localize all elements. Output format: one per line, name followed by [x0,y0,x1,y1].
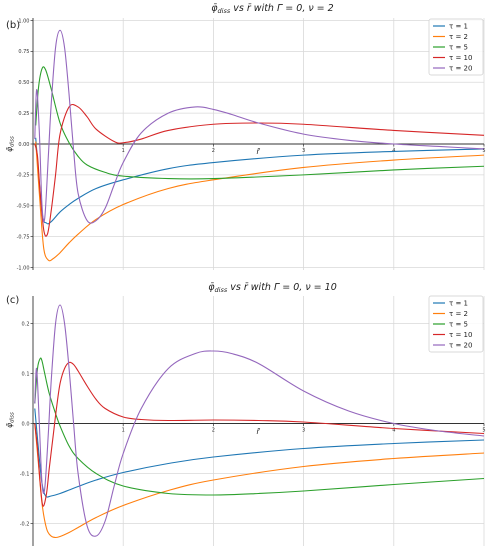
series-line-tau-5 [35,66,485,180]
y-tick-label: -0.25 [17,173,30,179]
y-axis-label-sub: diss [10,412,16,423]
y-axis-label-main: φ̄ [5,423,14,428]
chart-title: φ̄diss vs r̄ with Γ = 0, ν = 10 [208,282,336,294]
series-line-tau-1 [35,137,485,225]
y-tick-label: 0.75 [18,49,29,55]
y-tick-label: -0.50 [17,204,30,210]
x-tick-label: 5 [482,148,485,154]
title-rest: vs r̄ with Γ = 0, ν = 2 [230,3,333,14]
y-tick-label: -0.75 [17,234,30,240]
y-tick-label: -0.2 [20,521,30,527]
series-line-tau-2 [35,141,485,262]
x-tick-label: 2 [212,148,215,154]
y-axis-label: φ̄diss [5,136,16,152]
y-axis-label-main: φ̄ [5,147,14,152]
chart-title: φ̄diss vs r̄ with Γ = 0, ν = 2 [211,3,333,15]
x-tick-label: 5 [482,428,485,434]
y-axis-label: φ̄diss [5,412,16,428]
legend: τ = 1 τ = 2 τ = 5 τ = 10 τ = 20 [428,295,484,353]
legend-label: τ = 5 [449,44,468,52]
y-tick-label: 1.00 [18,18,29,24]
legend-label: τ = 2 [449,310,468,318]
y-tick-label: 0.00 [18,142,29,148]
legend-label: τ = 2 [449,33,468,41]
y-tick-label: -0.1 [20,471,30,477]
title-subscript: diss [218,7,231,15]
title-rest: vs r̄ with Γ = 0, ν = 10 [227,282,336,293]
title-phi: φ̄ [211,3,218,14]
x-tick-label: 1 [122,148,125,154]
legend-label: τ = 1 [449,23,468,31]
legend-label: τ = 20 [449,342,472,350]
y-tick-label: 0.1 [22,371,30,377]
legend-box [428,18,484,76]
legend-label: τ = 20 [449,65,472,73]
series-line-tau-10 [34,103,485,237]
x-tick-label: 3 [302,148,305,154]
y-tick-label: 0.2 [22,321,30,327]
y-axis-label-sub: diss [10,136,16,147]
x-tick-label: 1 [122,428,125,434]
legend-label: τ = 10 [449,331,472,339]
series-line-tau-2 [34,423,485,539]
y-tick-label: 0.25 [18,111,29,117]
chart-panel-c: 1 2 3 4 5-0.2-0.10.00.10.2φ̄diss vs r̄ with … [5,282,486,546]
y-tick-label: 0.50 [18,80,29,86]
series-line-tau-20 [34,304,485,537]
x-tick-label: 2 [212,428,215,434]
x-tick-label: 4 [392,428,395,434]
series-line-tau-5 [34,357,485,496]
title-phi: φ̄ [208,282,215,293]
series-line-tau-10 [34,361,485,507]
series-line-tau-1 [34,408,485,498]
x-axis-label: r̄ [256,427,260,436]
panel-label: (b) [6,20,20,31]
legend-label: τ = 10 [449,54,472,62]
x-tick-label: 3 [302,428,305,434]
legend-label: τ = 5 [449,321,468,329]
legend-box [428,295,484,353]
y-tick-label: 0.0 [22,421,30,427]
chart-panel-b: 1 2 3 4 5-1.00-0.75-0.50-0.250.000.250.500.7… [5,3,486,271]
title-subscript: diss [215,286,228,294]
series-line-tau-20 [34,29,485,224]
legend: τ = 1 τ = 2 τ = 5 τ = 10 τ = 20 [428,18,484,76]
x-axis-label: r̄ [256,147,260,156]
y-tick-label: -1.00 [17,265,30,271]
legend-label: τ = 1 [449,300,468,308]
panel-label: (c) [6,295,19,306]
